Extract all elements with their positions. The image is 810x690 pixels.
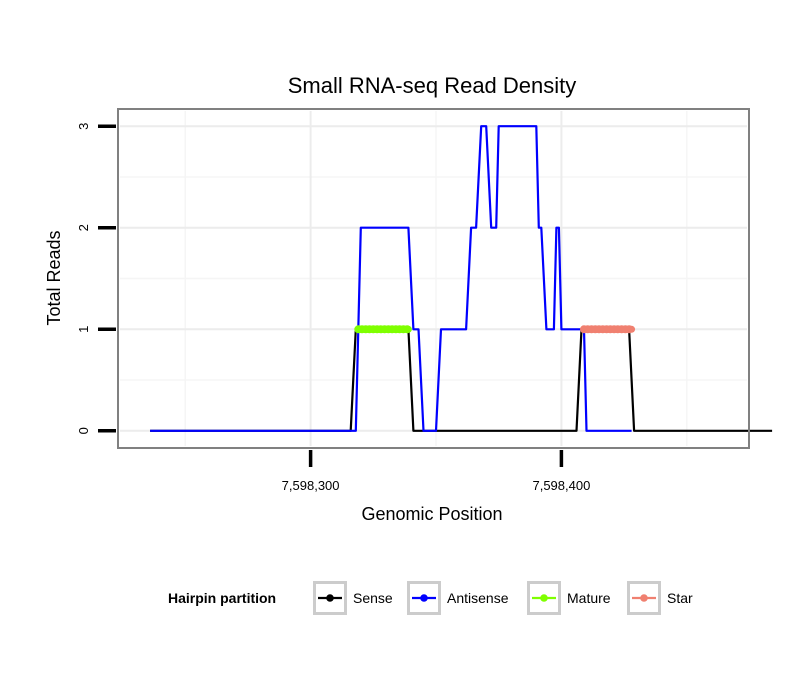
series-sense-line: [150, 328, 773, 432]
legend-label: Sense: [353, 590, 393, 606]
legend-label: Mature: [567, 590, 611, 606]
legend-key-point: [420, 594, 428, 602]
series-layer: [150, 125, 773, 432]
x-tick-label: 7,598,400: [532, 478, 590, 493]
plot-grid: [120, 111, 747, 446]
chart-title: Small RNA-seq Read Density: [288, 73, 577, 98]
legend-item-star: Star: [627, 581, 693, 615]
series-antisense-line: [150, 125, 632, 432]
x-axis-title: Genomic Position: [361, 504, 502, 524]
legend-title: Hairpin partition: [168, 590, 276, 606]
y-tick-label: 0: [76, 427, 91, 434]
y-axis: 0 1 2 3: [76, 123, 116, 434]
legend-item-sense: Sense: [313, 581, 393, 615]
legend-key-point: [326, 594, 334, 602]
legend: Hairpin partition Sense Antisense Mature St…: [168, 581, 693, 615]
y-axis-title: Total Reads: [44, 230, 64, 325]
series-star-point: [625, 325, 634, 334]
legend-item-mature: Mature: [527, 581, 611, 615]
x-tick-label: 7,598,300: [282, 478, 340, 493]
x-axis: 7,598,300 7,598,400: [282, 450, 590, 493]
legend-label: Antisense: [447, 590, 509, 606]
plot-panel-border: [117, 108, 750, 449]
legend-label: Star: [667, 590, 693, 606]
legend-key-point: [540, 594, 548, 602]
series-mature-point: [403, 325, 412, 334]
y-tick-label: 1: [76, 326, 91, 333]
y-tick-label: 3: [76, 123, 91, 130]
y-tick-label: 2: [76, 224, 91, 231]
legend-key-point: [640, 594, 648, 602]
legend-item-antisense: Antisense: [407, 581, 509, 615]
